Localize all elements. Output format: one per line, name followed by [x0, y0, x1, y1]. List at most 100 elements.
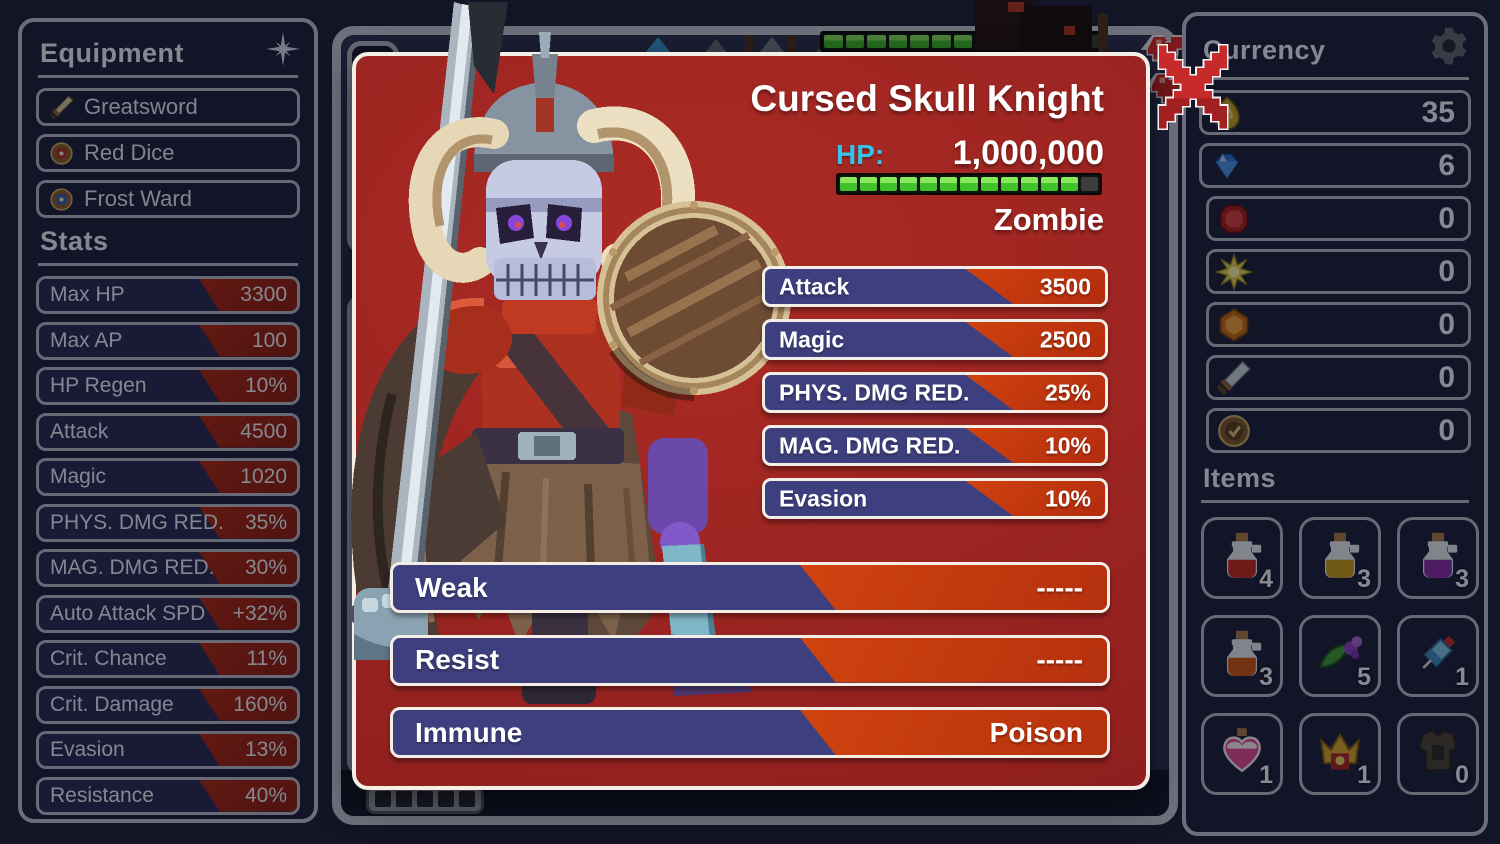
items-grid: 4 3 3 3 5 1 1 1 0	[1199, 513, 1479, 799]
hp-segment	[953, 35, 973, 48]
hp-segment	[910, 35, 930, 48]
currency-items-panel: Currency 35 6 0 0 0 0 0 Items	[1182, 12, 1488, 836]
item-slot[interactable]: 1	[1201, 713, 1283, 795]
orange-potion-icon	[1218, 629, 1266, 677]
stat-row: Crit. Chance 11%	[36, 640, 300, 678]
hp-segment	[860, 177, 878, 191]
hp-segment	[932, 35, 951, 48]
stat-row: Evasion 13%	[36, 731, 300, 769]
stat-row: Auto Attack SPD +32%	[36, 594, 300, 633]
stat-row: Attack 4500	[36, 412, 300, 451]
gear-icon[interactable]	[1427, 24, 1471, 73]
currency-row: 0	[1206, 408, 1471, 453]
heart-potion-icon	[1218, 727, 1266, 775]
hp-segment	[920, 177, 938, 191]
item-slot[interactable]: 3	[1299, 517, 1381, 599]
hp-segment	[840, 177, 858, 191]
currency-row: 0	[1206, 302, 1471, 347]
enemy-stat-row: Attack 3500	[762, 266, 1108, 307]
currency-list: 35 6 0 0 0 0 0	[1199, 90, 1471, 453]
item-slot[interactable]: 1	[1397, 615, 1479, 697]
red-gem-icon	[1216, 201, 1252, 237]
stat-wedge	[799, 565, 1107, 610]
enemy-stat-row: Magic 2500	[762, 319, 1108, 360]
stat-row: Crit. Damage 160%	[36, 685, 300, 724]
hp-segment	[1000, 177, 1018, 191]
crown-armor-icon	[1316, 727, 1364, 775]
enemy-trait-row: Weak -----	[390, 562, 1110, 613]
burning-tower	[1020, 6, 1092, 52]
frost-ward-icon	[49, 187, 74, 212]
equipment-stats-panel: Equipment Greatsword Red Dice Frost Ward…	[18, 18, 318, 823]
hp-segment	[1080, 177, 1099, 191]
equipment-item[interactable]: Frost Ward	[36, 180, 300, 218]
stat-wedge	[799, 710, 1107, 755]
hp-segment	[940, 177, 958, 191]
enemy-hp-bar	[836, 173, 1102, 195]
enemy-type: Zombie	[993, 202, 1104, 237]
currency-row: 0	[1206, 355, 1471, 400]
yellow-potion-icon	[1316, 531, 1364, 579]
stat-row: HP Regen 10%	[36, 367, 300, 405]
sun-gem-icon	[1214, 252, 1254, 291]
syringe-icon	[1414, 629, 1462, 677]
coin-icon	[1216, 413, 1252, 449]
stat-wedge	[799, 637, 1107, 683]
equipment-list: Greatsword Red Dice Frost Ward	[36, 88, 300, 218]
enemy-name: Cursed Skull Knight	[750, 78, 1104, 119]
tower-ember	[1064, 26, 1075, 35]
hp-segment	[824, 35, 843, 48]
hp-segment	[900, 177, 918, 191]
equipment-item[interactable]: Red Dice	[36, 134, 300, 172]
equipment-item[interactable]: Greatsword	[36, 88, 300, 126]
stat-row: Magic 1020	[36, 458, 300, 496]
blue-diamond-icon	[1209, 148, 1245, 184]
currency-row: 6	[1199, 143, 1471, 188]
hp-segment	[1020, 177, 1038, 191]
stat-row: MAG. DMG RED. 30%	[36, 549, 300, 587]
currency-row: 0	[1206, 249, 1471, 294]
item-slot[interactable]: 3	[1397, 517, 1479, 599]
hp-segment	[867, 35, 886, 48]
herb-icon	[1316, 629, 1364, 677]
items-title: Items	[1203, 463, 1277, 493]
hp-segment	[845, 35, 865, 48]
stats-title: Stats	[40, 226, 109, 256]
tower-spire	[787, 35, 796, 65]
enemy-trait-row: Immune Poison	[390, 707, 1110, 758]
stat-row: Resistance 40%	[36, 776, 300, 815]
stat-row: PHYS. DMG RED. 35%	[36, 503, 300, 542]
enemy-stat-row: MAG. DMG RED. 10%	[762, 425, 1108, 466]
orange-gem-icon	[1216, 307, 1252, 343]
hp-value: 1,000,000	[952, 134, 1104, 172]
item-slot[interactable]: 4	[1201, 517, 1283, 599]
item-slot[interactable]: 3	[1201, 615, 1283, 697]
red-potion-icon	[1218, 531, 1266, 579]
dark-armor-icon	[1414, 727, 1462, 775]
tower-ember	[1008, 2, 1024, 12]
stat-row: Max HP 3300	[36, 276, 300, 314]
hp-segment	[888, 35, 908, 48]
hp-segment	[1060, 177, 1078, 191]
hp-segment	[960, 177, 978, 191]
hp-segment	[980, 177, 998, 191]
dagger-icon	[1216, 360, 1252, 396]
currency-row: 0	[1206, 196, 1471, 241]
item-slot[interactable]: 1	[1299, 713, 1381, 795]
stat-row: Max AP 100	[36, 321, 300, 360]
red-dice-icon	[49, 141, 74, 166]
enemy-info-modal: Cursed Skull Knight HP: 1,000,000 Zombie…	[349, 2, 1150, 790]
close-x-icon[interactable]	[1157, 42, 1229, 132]
stats-list: Max HP 3300 Max AP 100 HP Regen 10% Atta…	[36, 276, 300, 815]
item-slot[interactable]: 0	[1397, 713, 1479, 795]
enemy-stat-row: Evasion 10%	[762, 478, 1108, 519]
greatsword-icon	[49, 94, 74, 120]
item-slot[interactable]: 5	[1299, 615, 1381, 697]
hp-segment	[1040, 177, 1058, 191]
compass-star-icon	[266, 32, 300, 71]
enemy-trait-row: Resist -----	[390, 634, 1110, 686]
hp-segment	[880, 177, 898, 191]
tower-spire	[1098, 14, 1108, 52]
tower-spire	[745, 35, 753, 61]
